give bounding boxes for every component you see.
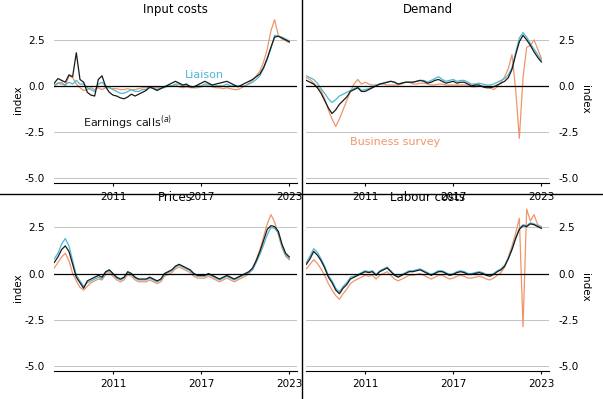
Text: Earnings calls$^{(a)}$: Earnings calls$^{(a)}$	[83, 113, 172, 132]
Title: Labour costs: Labour costs	[390, 191, 465, 203]
Y-axis label: index: index	[580, 85, 590, 114]
Y-axis label: index: index	[13, 85, 23, 114]
Text: Business survey: Business survey	[350, 137, 440, 147]
Title: Demand: Demand	[402, 3, 453, 16]
Y-axis label: index: index	[13, 273, 23, 302]
Title: Prices: Prices	[158, 191, 193, 203]
Y-axis label: index: index	[580, 273, 590, 302]
Text: Liaison: Liaison	[185, 70, 224, 80]
Title: Input costs: Input costs	[143, 3, 208, 16]
